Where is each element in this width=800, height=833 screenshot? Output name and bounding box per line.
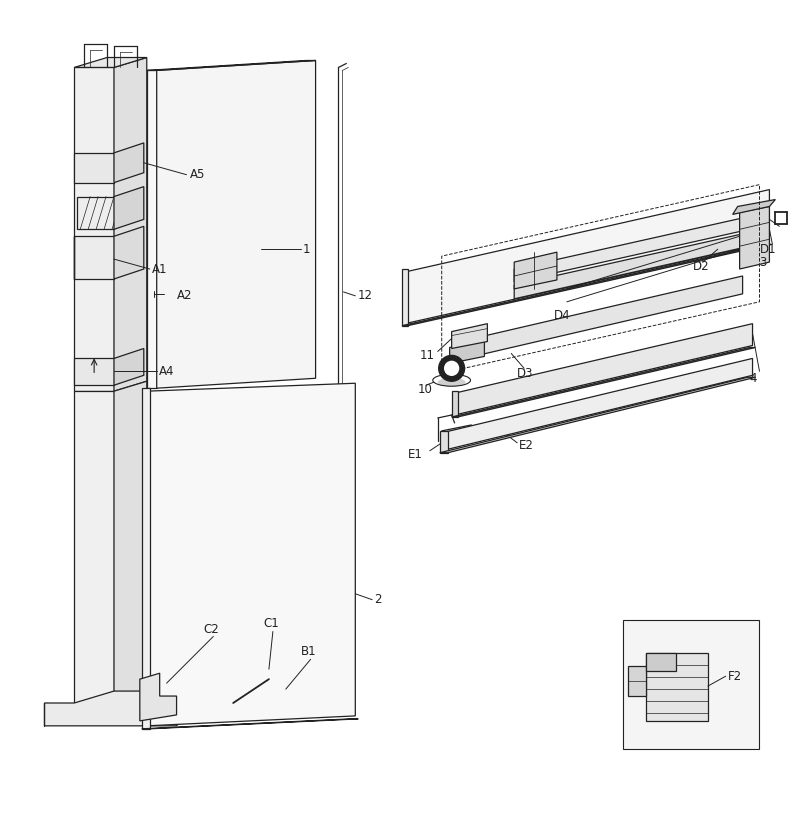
Text: 1: 1 [302, 242, 310, 256]
Circle shape [159, 97, 164, 102]
Polygon shape [478, 425, 504, 441]
Text: D2: D2 [693, 260, 710, 272]
Polygon shape [114, 348, 144, 385]
Polygon shape [157, 61, 315, 388]
Polygon shape [452, 347, 755, 417]
Polygon shape [514, 217, 750, 282]
Text: 10: 10 [418, 382, 433, 396]
Text: D1: D1 [759, 242, 776, 256]
Polygon shape [78, 197, 114, 229]
Polygon shape [146, 61, 315, 71]
Text: C2: C2 [203, 623, 219, 636]
Text: 3: 3 [759, 256, 767, 268]
Polygon shape [629, 666, 646, 696]
Polygon shape [114, 57, 146, 392]
Polygon shape [440, 377, 755, 453]
Polygon shape [74, 392, 114, 703]
Text: E1: E1 [408, 448, 423, 461]
Polygon shape [405, 190, 770, 324]
Text: A1: A1 [152, 262, 167, 276]
Polygon shape [402, 269, 408, 326]
Circle shape [445, 362, 458, 376]
Polygon shape [452, 324, 487, 348]
Polygon shape [114, 143, 144, 182]
Polygon shape [646, 653, 676, 671]
Text: B1: B1 [301, 645, 316, 658]
Polygon shape [733, 200, 775, 214]
Polygon shape [440, 431, 448, 453]
Text: 2: 2 [374, 593, 382, 606]
Polygon shape [142, 388, 150, 729]
Text: 12: 12 [358, 289, 372, 302]
Polygon shape [74, 237, 114, 279]
Text: A2: A2 [177, 289, 192, 302]
Circle shape [438, 356, 465, 382]
Polygon shape [74, 152, 114, 182]
Polygon shape [514, 252, 557, 289]
Polygon shape [146, 383, 355, 726]
Text: C1: C1 [263, 617, 278, 630]
Polygon shape [45, 691, 190, 726]
Polygon shape [514, 232, 750, 299]
Polygon shape [454, 324, 753, 415]
Text: F2: F2 [728, 670, 742, 683]
Polygon shape [623, 620, 759, 749]
Polygon shape [452, 392, 458, 417]
Text: A4: A4 [158, 365, 174, 378]
Text: 4: 4 [750, 372, 757, 385]
Text: 11: 11 [420, 349, 435, 362]
Polygon shape [402, 244, 771, 326]
Text: E2: E2 [519, 439, 534, 452]
Ellipse shape [438, 378, 466, 387]
Polygon shape [740, 207, 770, 269]
Polygon shape [140, 673, 177, 721]
Polygon shape [442, 358, 753, 451]
Polygon shape [450, 341, 485, 363]
Polygon shape [146, 71, 157, 388]
Polygon shape [74, 57, 146, 67]
Polygon shape [74, 67, 114, 392]
Text: A5: A5 [190, 168, 205, 182]
Polygon shape [442, 425, 471, 445]
Circle shape [265, 676, 273, 683]
Polygon shape [452, 276, 742, 362]
Polygon shape [114, 187, 144, 229]
Text: D3: D3 [517, 367, 534, 380]
Polygon shape [74, 358, 114, 385]
Polygon shape [646, 653, 708, 721]
Polygon shape [114, 227, 144, 279]
Polygon shape [114, 382, 146, 703]
Circle shape [521, 268, 529, 276]
Polygon shape [142, 719, 358, 729]
Text: D4: D4 [554, 309, 570, 322]
